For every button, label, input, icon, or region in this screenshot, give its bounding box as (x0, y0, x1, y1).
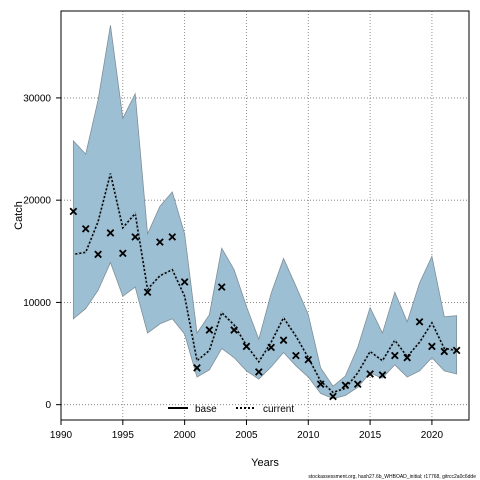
observed-catch-points (69, 207, 461, 401)
observed-catch-point (230, 326, 238, 334)
y-tick-label: 30000 (23, 93, 51, 104)
cross-stroke (143, 288, 152, 297)
cross-stroke (403, 353, 412, 362)
observed-catch-point (428, 342, 436, 351)
cross-stroke (106, 229, 115, 237)
observed-catch-point (242, 342, 251, 351)
y-axis-title: Catch (13, 201, 25, 230)
cross-stroke (180, 278, 189, 286)
cross-stroke (390, 351, 399, 360)
cross-stroke (131, 233, 140, 241)
observed-catch-point (279, 336, 288, 345)
cross-stroke (440, 347, 449, 356)
observed-catch-point (81, 224, 90, 233)
legend: base current (168, 404, 294, 415)
cross-stroke (69, 207, 78, 216)
cross-stroke (205, 326, 214, 334)
plot-frame (60, 10, 470, 421)
cross-stroke (292, 351, 300, 360)
cross-stroke (267, 343, 276, 352)
cross-stroke (217, 283, 226, 291)
observed-catch-point (341, 381, 350, 390)
observed-catch-point (415, 318, 424, 326)
observed-catch-point (366, 370, 374, 378)
cross-stroke (366, 370, 374, 378)
confidence-band-area (72, 25, 458, 399)
cross-stroke (353, 380, 362, 389)
x-tick-label: 1990 (50, 430, 73, 441)
series-line-current (73, 173, 457, 394)
cross-stroke (156, 238, 164, 246)
x-tick-label: 2000 (174, 430, 197, 441)
confidence-band (72, 25, 458, 399)
observed-catch-point (316, 380, 325, 389)
cross-stroke (378, 371, 387, 379)
observed-catch-point (94, 250, 102, 259)
cross-stroke (329, 392, 337, 401)
cross-stroke (168, 233, 177, 241)
x-tick-label: 2020 (421, 430, 444, 441)
observed-catch-point (292, 351, 300, 360)
cross-stroke (428, 342, 436, 351)
x-axis: 1990 1995 2000 2005 2010 2015 2020 (50, 420, 444, 441)
y-tick-label: 0 (45, 400, 51, 411)
x-tick-label: 2010 (297, 430, 320, 441)
observed-catch-point (143, 288, 152, 297)
cross-stroke (230, 326, 238, 334)
cross-stroke (254, 368, 263, 376)
y-tick-label: 10000 (23, 298, 51, 309)
observed-catch-point (378, 371, 387, 379)
observed-catch-point (131, 233, 140, 241)
cross-stroke (81, 224, 90, 233)
y-tick-label: 20000 (23, 196, 51, 207)
cross-stroke (242, 342, 251, 351)
y-axis: 0 10000 20000 30000 (23, 93, 61, 411)
observed-catch-point (254, 368, 263, 376)
observed-catch-point (69, 207, 78, 216)
legend-base-label: base (195, 404, 217, 415)
observed-catch-point (353, 380, 362, 389)
cross-stroke (279, 336, 288, 345)
observed-catch-point (106, 229, 115, 237)
x-tick-label: 2015 (359, 430, 382, 441)
observed-catch-point (452, 346, 461, 355)
x-tick-label: 2005 (235, 430, 258, 441)
observed-catch-point (304, 355, 313, 364)
cross-stroke (452, 346, 461, 355)
cross-stroke (304, 355, 313, 364)
footer-credit: stockassessment.org, hash27.6b_WHBOAD_in… (308, 474, 476, 480)
observed-catch-point (193, 364, 201, 372)
x-tick-label: 1995 (112, 430, 135, 441)
observed-catch-point (403, 353, 412, 362)
observed-catch-point (440, 347, 449, 356)
x-axis-title: Years (251, 457, 279, 469)
cross-stroke (341, 381, 350, 390)
observed-catch-point (217, 283, 226, 291)
cross-stroke (118, 249, 127, 258)
observed-catch-point (267, 343, 276, 352)
observed-catch-point (168, 233, 177, 241)
observed-catch-point (118, 249, 127, 258)
cross-stroke (415, 318, 424, 326)
cross-stroke (193, 364, 201, 372)
observed-catch-point (205, 326, 214, 334)
observed-catch-point (329, 392, 337, 401)
cross-stroke (316, 380, 325, 389)
cross-stroke (94, 250, 102, 259)
observed-catch-point (390, 351, 399, 360)
observed-catch-point (180, 278, 189, 286)
series-lines (73, 173, 457, 394)
observed-catch-point (156, 238, 164, 246)
legend-current-label: current (263, 404, 294, 415)
